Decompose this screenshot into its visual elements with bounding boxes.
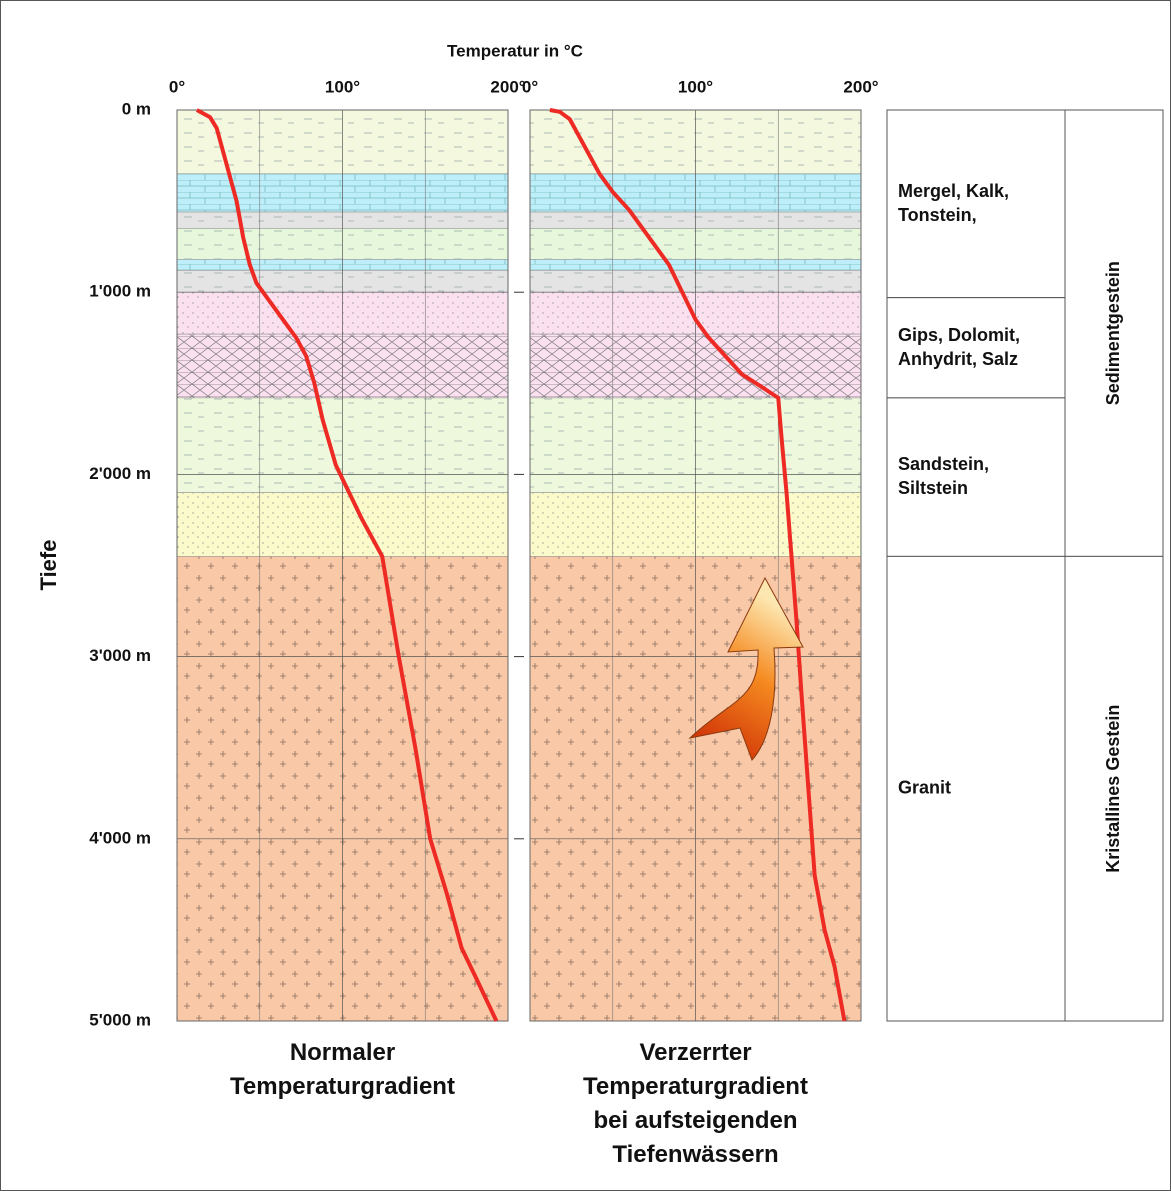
caption-line: Temperaturgradient: [583, 1073, 808, 1100]
caption-line: Verzerrter: [639, 1039, 751, 1066]
x-tick-label: 200°: [843, 77, 878, 96]
y-tick-label: 5'000 m: [89, 1010, 151, 1029]
lithology-label: Mergel, Kalk, Tonstein,: [898, 181, 1009, 225]
plot-border: [176, 109, 509, 1022]
x-tick-label: 100°: [325, 77, 360, 96]
upwelling-arrow: [688, 576, 804, 761]
lithology-line: Mergel, Kalk,: [898, 181, 1009, 201]
chart-caption: Normaler Temperaturgradient: [230, 1039, 455, 1100]
y-tick-label: 3'000 m: [89, 646, 151, 665]
lithology-cell: [886, 555, 1066, 1022]
plot-border: [529, 109, 862, 1022]
caption-line: Normaler: [290, 1039, 395, 1066]
temperature-line: [549, 108, 847, 1022]
chart-caption: Verzerrter Temperaturgradient bei aufsteig…: [583, 1039, 808, 1168]
charts: 0° 100° 200° 0 m 1'000 m 2'000 m 3'000 m 4'000 …: [89, 77, 1164, 1168]
group-label: Sedimentgestein: [1103, 261, 1123, 405]
lithology-cell: [886, 109, 1066, 299]
x-axis-title: Temperatur in °C: [447, 41, 583, 60]
lithology-line: Gips, Dolomit,: [898, 325, 1020, 345]
caption-line: Tiefenwässern: [612, 1141, 778, 1168]
x-tick-label: 0°: [169, 77, 185, 96]
x-tick-label: 0°: [522, 77, 538, 96]
y-tick-label: 4'000 m: [89, 828, 151, 847]
lithology-line: Granit: [898, 777, 951, 797]
caption-line: bei aufsteigenden: [593, 1107, 797, 1134]
lithology-line: Anhydrit, Salz: [898, 349, 1018, 369]
lithology-label: Sandstein, Siltstein: [898, 454, 989, 498]
y-axis-title: Tiefe: [36, 540, 61, 591]
group-cell: [1064, 555, 1164, 1022]
lithology-line: Tonstein,: [898, 205, 977, 225]
lithology-line: Sandstein,: [898, 454, 989, 474]
y-tick-label: 0 m: [122, 99, 151, 118]
group-label: Kristallines Gestein: [1103, 705, 1123, 873]
x-tick-label: 100°: [678, 77, 713, 96]
lithology-label: Granit: [898, 777, 951, 797]
lithology-cell: [886, 397, 1066, 557]
lithology-cell: [886, 297, 1066, 399]
lithology-label: Gips, Dolomit, Anhydrit, Salz: [898, 325, 1020, 369]
x-tick-label: 200°: [490, 77, 525, 96]
caption-line: Temperaturgradient: [230, 1073, 455, 1100]
y-tick-label: 1'000 m: [89, 282, 151, 301]
temperature-line: [195, 108, 499, 1022]
lithology-line: Siltstein: [898, 478, 968, 498]
group-cell: [1064, 109, 1164, 557]
y-tick-label: 2'000 m: [89, 464, 151, 483]
